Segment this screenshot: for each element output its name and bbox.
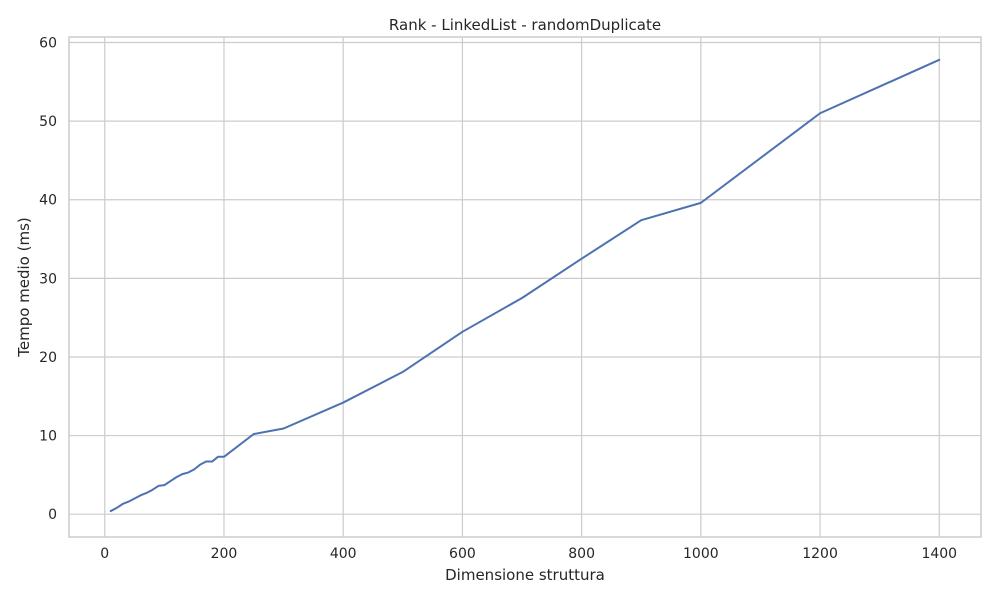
y-tick-label: 40 [39,193,57,209]
series-line [109,58,941,513]
x-tick-label: 1400 [921,546,957,562]
x-tick-label: 0 [100,546,109,562]
x-axis-ticks: 0 200 400 600 800 1000 1200 1400 [100,546,957,562]
chart-title: Rank - LinkedList - randomDuplicate [389,16,661,34]
x-tick-label: 1200 [802,546,838,562]
x-axis-label: Dimensione struttura [445,566,605,584]
x-tick-label: 400 [330,546,357,562]
y-axis-label: Tempo medio (ms) [15,217,33,358]
grid [69,37,981,537]
x-tick-label: 600 [449,546,476,562]
y-tick-label: 20 [39,350,57,366]
x-tick-label: 200 [211,546,238,562]
y-tick-label: 50 [39,114,57,130]
y-axis-ticks: 0 10 20 30 40 50 60 [39,36,57,524]
x-tick-label: 1000 [683,546,719,562]
y-tick-label: 0 [48,507,57,523]
y-tick-label: 30 [39,271,57,287]
plot-frame [68,36,982,538]
series-layer [109,58,941,513]
x-tick-label: 800 [568,546,595,562]
y-tick-label: 10 [39,429,57,445]
y-tick-label: 60 [39,36,57,52]
